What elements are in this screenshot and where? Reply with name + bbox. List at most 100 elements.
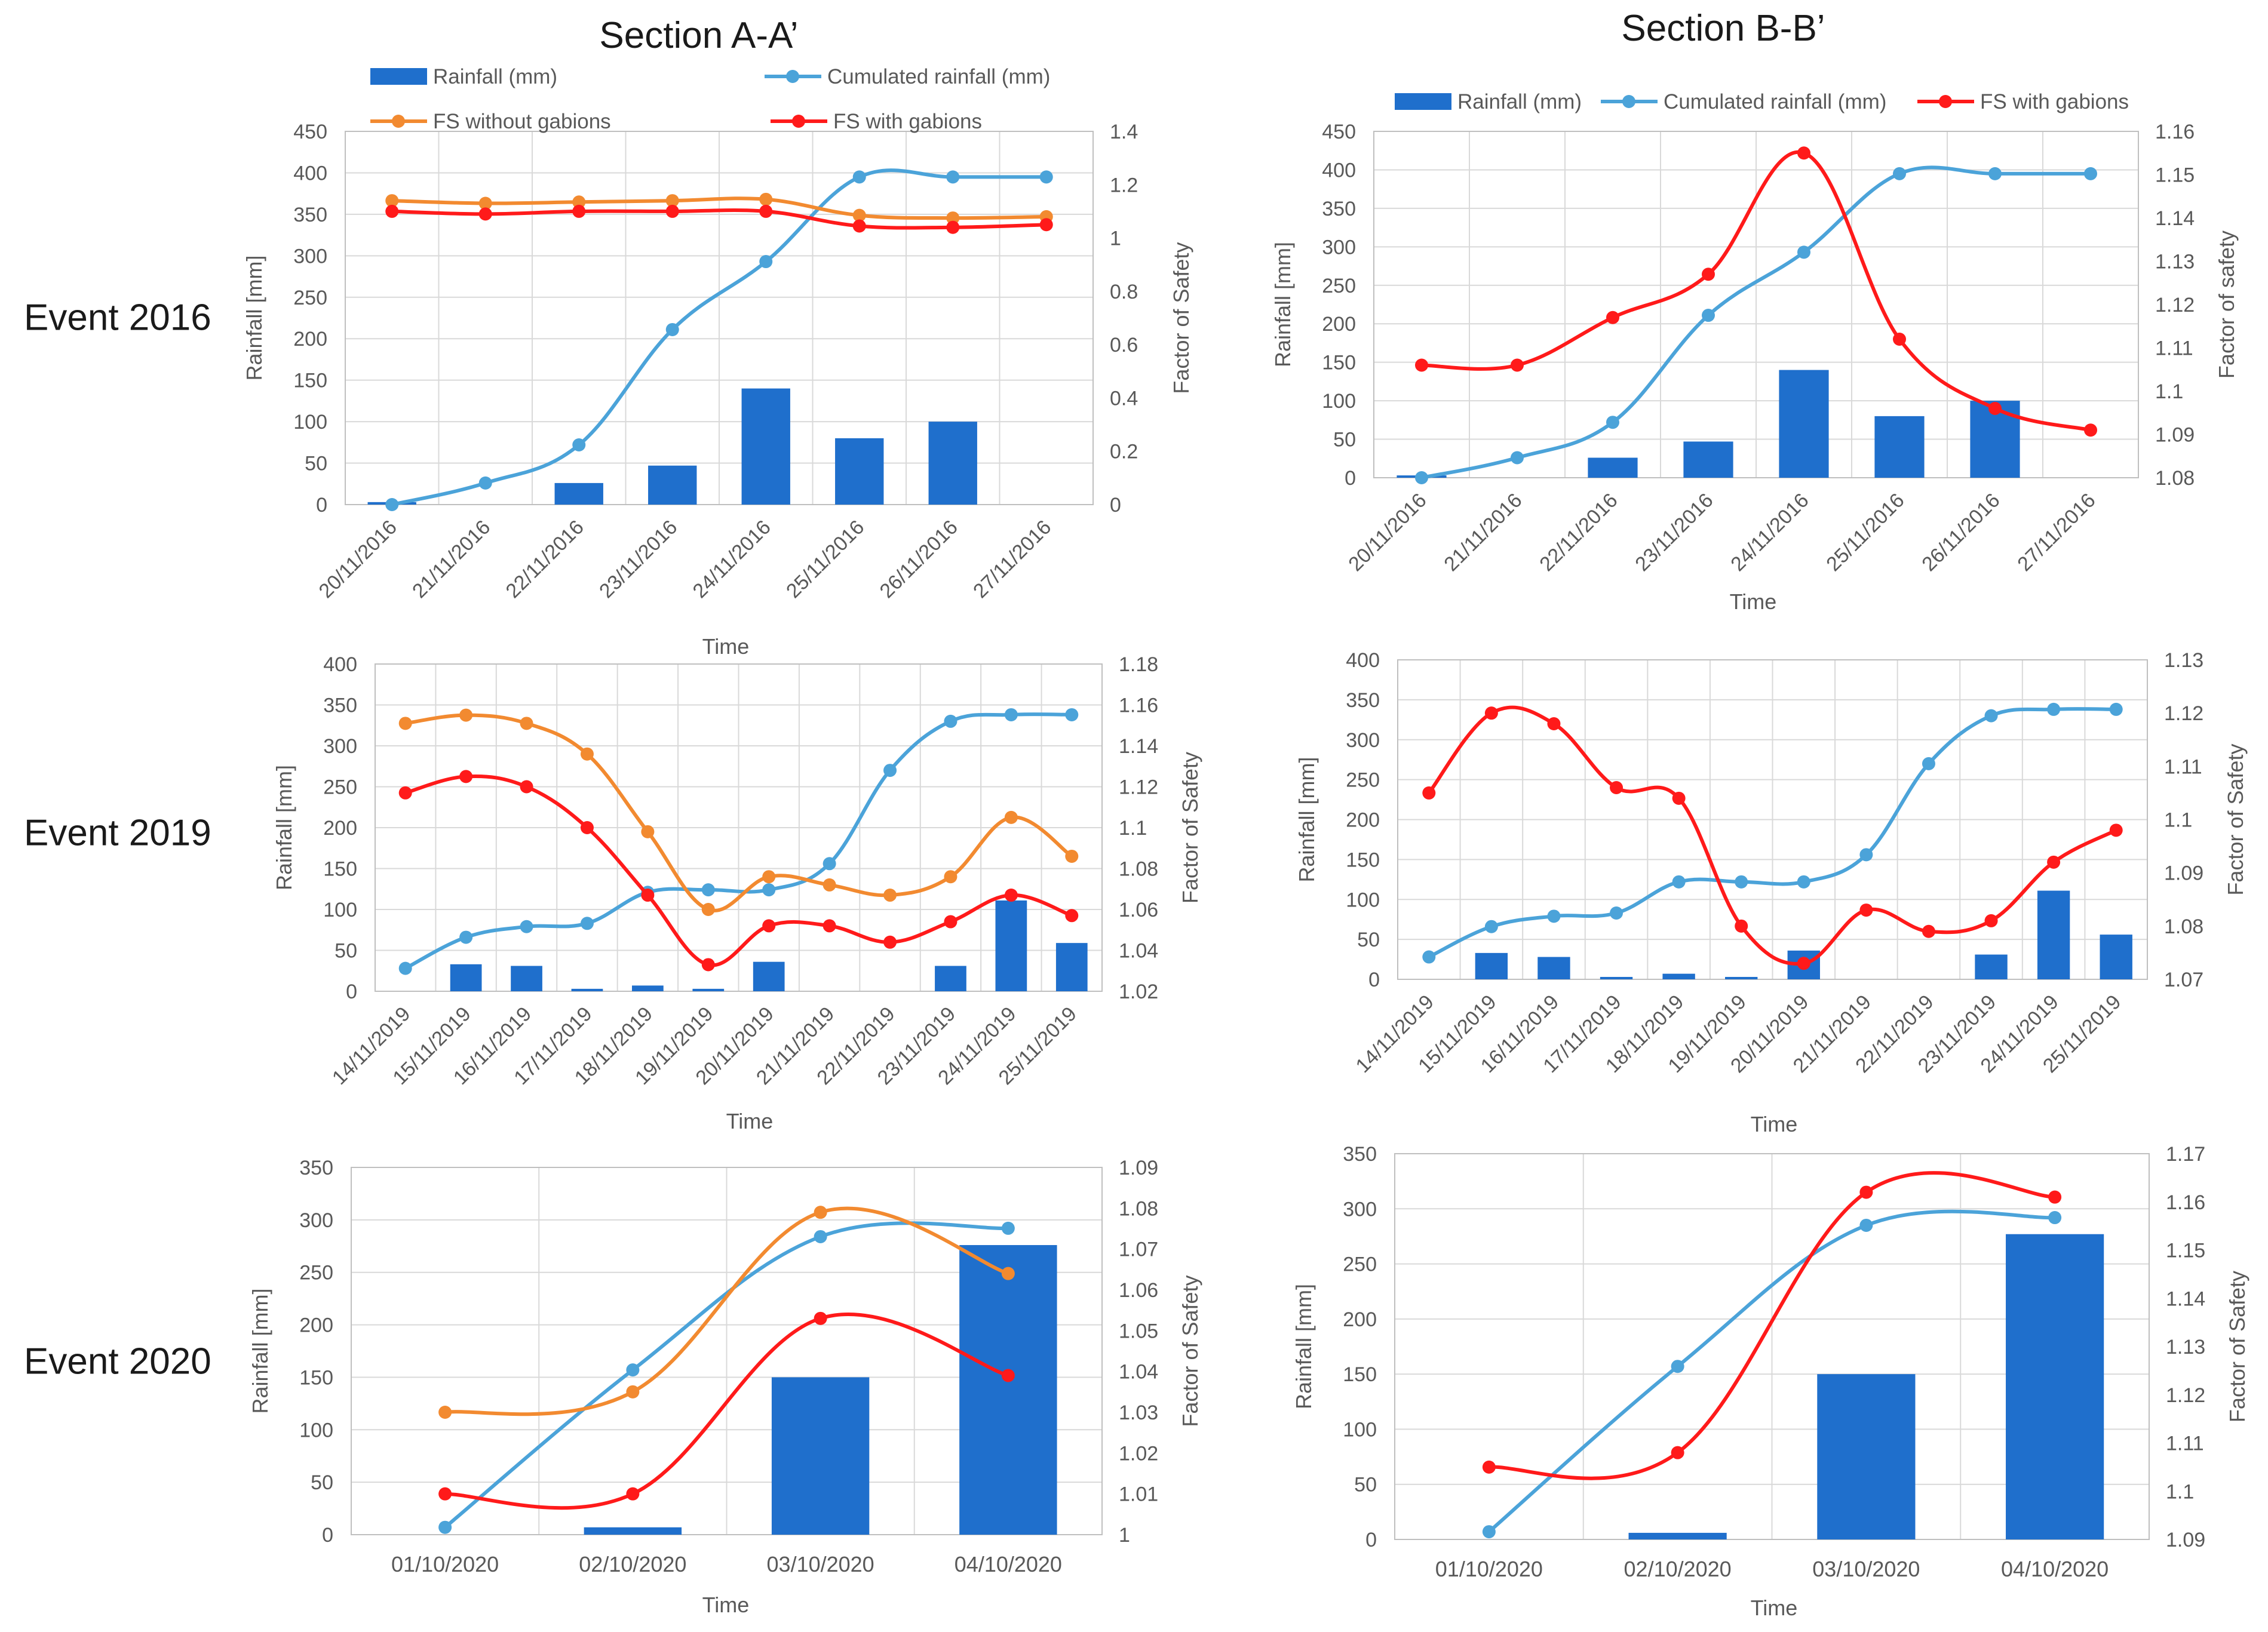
series-point xyxy=(1922,924,1935,938)
y-tick-label: 400 xyxy=(323,653,357,676)
y2-tick-label: 0.4 xyxy=(1110,387,1138,410)
x-tick-label: 24/11/2016 xyxy=(688,516,775,603)
y2-tick-label: 0 xyxy=(1110,494,1121,517)
x-tick-label: 25/11/2016 xyxy=(1822,489,1908,576)
y-tick-label: 50 xyxy=(1333,429,1356,451)
y-tick-label: 350 xyxy=(1343,1143,1377,1166)
series-point xyxy=(1415,358,1428,372)
y2-tick-label: 1.07 xyxy=(1119,1238,1158,1261)
series-line xyxy=(1420,150,2092,432)
event-label-2016: Event 2016 xyxy=(24,297,211,339)
y-tick-label: 150 xyxy=(323,858,357,881)
legend-label: Rainfall (mm) xyxy=(1457,90,1582,113)
legend-marker xyxy=(392,115,405,128)
y-tick-label: 50 xyxy=(305,453,327,475)
y2-tick-label: 1.16 xyxy=(1119,694,1158,717)
x-tick-label: 27/11/2016 xyxy=(2013,489,2100,576)
series-point xyxy=(572,195,586,209)
y2-tick-label: 1.06 xyxy=(1119,1279,1158,1302)
series-point xyxy=(701,903,715,916)
y-tick-label: 150 xyxy=(293,370,327,392)
series-point xyxy=(665,322,679,336)
x-tick-label: 04/10/2020 xyxy=(955,1552,1062,1576)
y-tick-label: 350 xyxy=(293,204,327,226)
y2-tick-label: 1.12 xyxy=(2155,294,2195,316)
rainfall-bar xyxy=(450,964,482,991)
rainfall-bar xyxy=(2006,1234,2104,1539)
x-tick-label: 24/11/2016 xyxy=(1726,489,1813,576)
rainfall-bar xyxy=(1975,954,2008,979)
y2-tick-label: 1.11 xyxy=(2164,755,2202,778)
series-point xyxy=(459,930,473,944)
rainfall-bar xyxy=(584,1527,682,1535)
y-tick-label: 200 xyxy=(1322,313,1356,336)
rainfall-bar xyxy=(2100,935,2132,979)
y-axis-title: Rainfall [mm] xyxy=(242,255,266,380)
series-point xyxy=(641,889,655,902)
y2-tick-label: 1.02 xyxy=(1119,981,1158,1003)
y2-tick-label: 1 xyxy=(1119,1524,1130,1547)
legend-item-rainfall: Rainfall (mm) xyxy=(1395,90,1582,113)
chart-B2019: 0501001502002503003504001.071.081.091.11… xyxy=(1294,649,2248,1136)
y2-tick-label: 1.01 xyxy=(1119,1483,1158,1506)
y2-axis-title: Factor of Safety xyxy=(1178,1275,1202,1427)
y-tick-label: 400 xyxy=(293,162,327,185)
y-tick-label: 50 xyxy=(1354,1474,1377,1496)
y2-tick-label: 1.13 xyxy=(2166,1336,2205,1359)
rainfall-bar xyxy=(554,482,603,505)
series-point xyxy=(1001,1221,1015,1235)
x-tick-label: 01/10/2020 xyxy=(1435,1557,1543,1581)
series-point xyxy=(580,821,594,834)
y-tick-label: 200 xyxy=(1346,809,1380,832)
y-tick-label: 100 xyxy=(1343,1418,1377,1441)
series-point xyxy=(2048,1190,2062,1204)
series-point xyxy=(1001,1267,1015,1280)
legend-marker xyxy=(1622,95,1635,108)
y2-tick-label: 1.08 xyxy=(1119,858,1158,881)
y2-tick-label: 1.09 xyxy=(2164,862,2203,885)
rainfall-bar xyxy=(928,422,977,505)
y2-tick-label: 1.09 xyxy=(1119,1157,1158,1179)
series-point xyxy=(1422,786,1436,800)
rainfall-bar xyxy=(1779,370,1829,478)
series-point xyxy=(1422,950,1436,964)
y2-tick-label: 1.13 xyxy=(2155,251,2195,273)
rainfall-bar xyxy=(571,988,603,991)
y-tick-label: 450 xyxy=(293,121,327,143)
series-point xyxy=(1415,471,1428,484)
y-tick-label: 0 xyxy=(1368,969,1380,991)
series-point xyxy=(946,220,960,234)
y-tick-label: 450 xyxy=(1322,121,1356,143)
x-tick-label: 23/11/2016 xyxy=(1631,489,1717,576)
series-line xyxy=(1487,1209,2057,1534)
series-point xyxy=(823,919,836,933)
series-point xyxy=(438,1487,452,1501)
series-point xyxy=(1482,1460,1496,1474)
series-point xyxy=(1511,358,1524,372)
y-tick-label: 150 xyxy=(1346,849,1380,871)
series-point xyxy=(398,786,412,800)
series-point xyxy=(2047,855,2061,869)
y2-tick-label: 1.17 xyxy=(2166,1143,2205,1166)
series-line xyxy=(390,196,1048,220)
rainfall-bar xyxy=(1055,943,1088,991)
series-point xyxy=(1797,875,1810,889)
rainfall-bar xyxy=(1683,441,1733,478)
y-tick-label: 200 xyxy=(299,1314,333,1337)
y-tick-label: 250 xyxy=(1343,1253,1377,1276)
series-point xyxy=(1482,1525,1496,1539)
rainfall-bar xyxy=(692,988,725,991)
series-point xyxy=(1547,717,1561,730)
series-point xyxy=(1004,708,1018,721)
series-point xyxy=(1547,909,1561,923)
chart-B2016: 0 50 100 150 200 250 300 350 400 450 1.08 1.09 1.1 1.… xyxy=(1270,90,2239,614)
series-point xyxy=(1484,706,1498,720)
plot-frame xyxy=(375,663,1103,992)
series-point xyxy=(883,935,897,949)
series-point xyxy=(2109,823,2123,837)
series-point xyxy=(385,204,399,218)
series-point xyxy=(1610,781,1623,794)
y2-tick-label: 1.11 xyxy=(2155,337,2193,360)
y2-tick-label: 1.07 xyxy=(2164,969,2203,991)
series-point xyxy=(2047,702,2061,716)
